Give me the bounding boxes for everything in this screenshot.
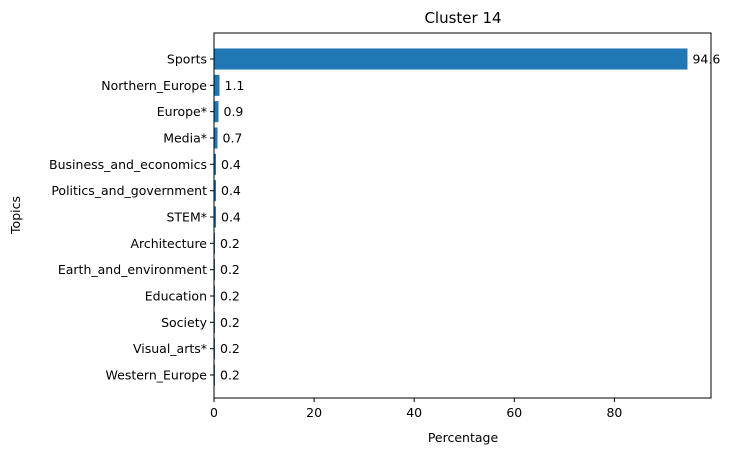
data-label: 0.2	[220, 341, 240, 356]
data-label: 0.4	[221, 183, 241, 198]
y-tick-label: Architecture	[130, 236, 207, 251]
bar-visual-arts	[214, 338, 216, 360]
data-label: 0.2	[220, 368, 240, 383]
y-tick-label: Earth_and_environment	[58, 262, 207, 277]
data-labels-group: 94.6 1.1 0.9 0.7 0.4 0.4 0.4 0.2 0.2 0.2 0.2 0.2 0.2	[220, 52, 720, 383]
y-tick-label: Visual_arts*	[133, 341, 207, 356]
bar-stem	[214, 206, 217, 228]
data-label: 0.2	[220, 262, 240, 277]
bar-earth-and-environment	[214, 259, 216, 281]
x-axis-label: Percentage	[428, 430, 499, 445]
y-tick-label: Northern_Europe	[101, 78, 207, 93]
bar-sports	[214, 48, 688, 70]
y-axis-label: Topics	[8, 196, 23, 235]
data-label: 0.4	[221, 157, 241, 172]
data-label: 1.1	[225, 78, 245, 93]
y-tick-label: Education	[145, 289, 207, 304]
bar-education	[214, 285, 216, 307]
chart-title: Cluster 14	[424, 9, 501, 27]
y-tick-label: Europe*	[157, 104, 207, 119]
data-label: 0.9	[224, 104, 244, 119]
data-label: 0.2	[220, 289, 240, 304]
bar-architecture	[214, 232, 216, 254]
bar-western-europe	[214, 364, 216, 386]
data-label: 0.2	[220, 236, 240, 251]
data-label: 0.7	[223, 131, 243, 146]
x-tick-label: 40	[406, 405, 422, 420]
data-label: 94.6	[692, 52, 720, 67]
y-tick-label: Western_Europe	[106, 368, 208, 383]
bar-politics-and-government	[214, 180, 217, 202]
x-tick-label: 80	[606, 405, 622, 420]
x-tick-label: 60	[506, 405, 522, 420]
y-tick-label: Sports	[167, 52, 207, 67]
bar-society	[214, 311, 216, 333]
y-tick-label: STEM*	[166, 210, 207, 225]
y-tick-label: Business_and_economics	[49, 157, 207, 172]
bar-northern-europe	[214, 74, 220, 96]
plot-area-frame	[213, 32, 712, 399]
x-tick-label: 0	[210, 405, 218, 420]
x-tick-label: 20	[306, 405, 322, 420]
bar-business-and-economics	[214, 153, 217, 175]
bar-europe	[214, 101, 219, 123]
x-axis: 0 20 40 60 80	[210, 398, 622, 420]
y-tick-label: Politics_and_government	[51, 183, 207, 198]
bar-media	[214, 127, 218, 149]
y-axis: Sports Northern_Europe Europe* Media* Busine…	[49, 52, 214, 383]
data-label: 0.4	[221, 210, 241, 225]
data-label: 0.2	[220, 315, 240, 330]
bars-group	[214, 48, 688, 386]
y-tick-label: Media*	[163, 131, 207, 146]
y-tick-label: Society	[161, 315, 208, 330]
